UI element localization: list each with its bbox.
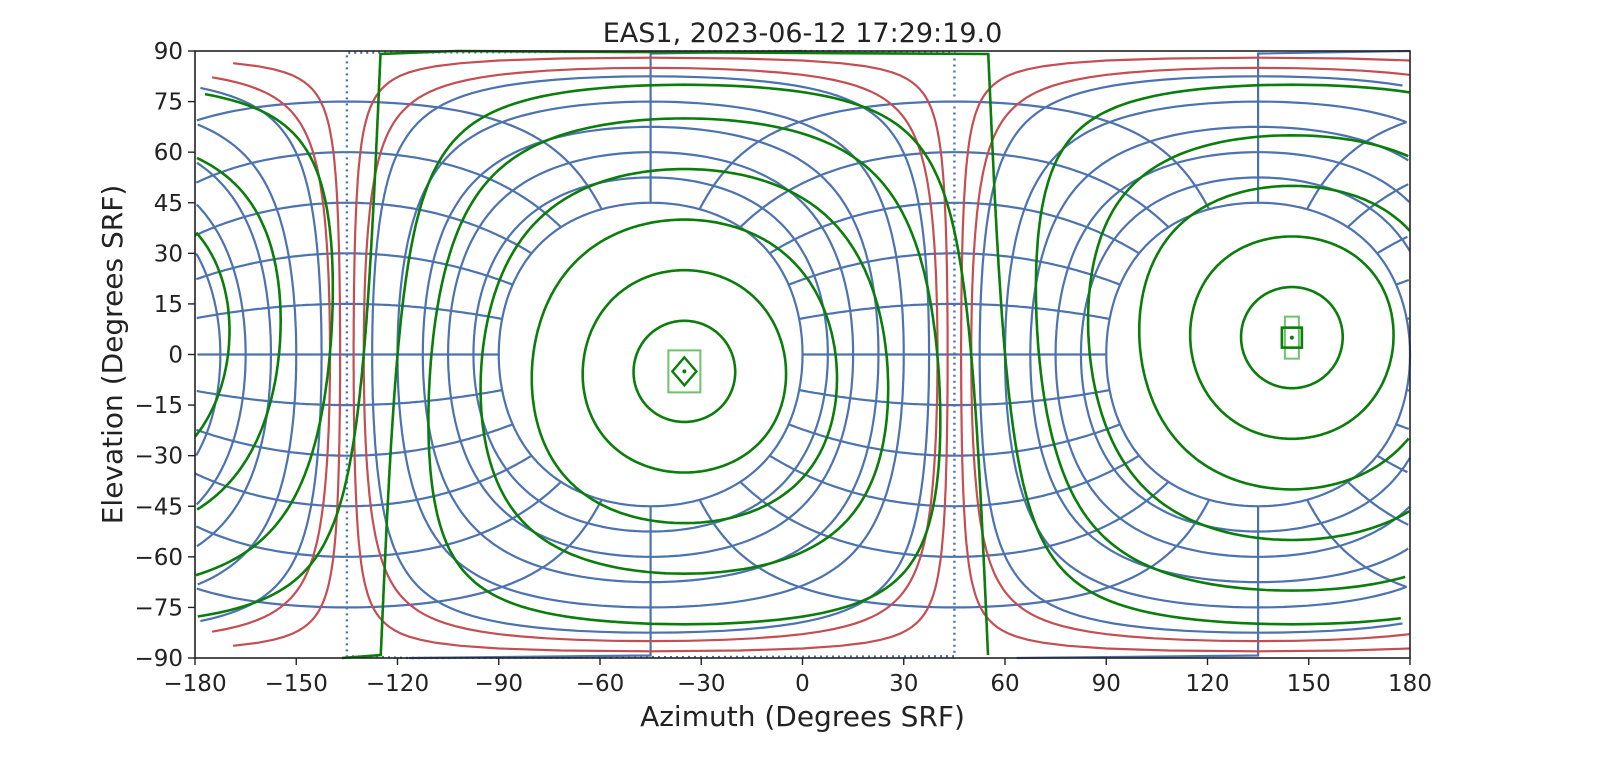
x-tick-label: 90 — [1092, 671, 1121, 697]
y-tick-label: −30 — [134, 444, 183, 470]
y-tick-label: 30 — [154, 241, 183, 267]
chart-curves — [194, 49, 1412, 660]
field-ring — [1239, 285, 1344, 390]
instrument-ring — [472, 176, 829, 533]
x-tick-label: 120 — [1186, 671, 1230, 697]
field-ring — [194, 184, 1411, 491]
diamond-marker-box — [667, 349, 702, 394]
instrument-ring — [497, 201, 804, 508]
y-tick-label: 60 — [154, 140, 183, 166]
instrument-ring — [371, 75, 931, 634]
instrument-ring — [447, 151, 855, 558]
instrument-meridian — [954, 201, 1140, 255]
instrument-meridian — [346, 454, 533, 508]
chart-title: EAS1, 2023-06-12 17:29:19.0 — [603, 18, 1003, 49]
instrument-meridian — [196, 302, 1410, 320]
instrument-boundary-ring — [352, 56, 949, 653]
instrument-ring — [1105, 201, 1412, 508]
instrument-ring — [195, 151, 1411, 558]
x-tick-label: −30 — [677, 671, 726, 697]
field-ring — [479, 167, 890, 576]
field-ring — [1188, 235, 1395, 441]
field-ring — [632, 319, 737, 424]
y-tick-label: −45 — [134, 494, 183, 520]
y-tick-label: 0 — [168, 343, 183, 369]
square-marker-box — [1283, 315, 1300, 360]
square-marker — [1280, 326, 1304, 349]
x-tick-label: 150 — [1287, 671, 1331, 697]
x-tick-label: 30 — [889, 671, 918, 697]
diamond-marker-center — [682, 369, 687, 374]
chart-markers — [667, 315, 1304, 394]
field-ring — [197, 49, 1401, 626]
instrument-meridian — [196, 389, 1410, 407]
x-tick-label: 180 — [1388, 671, 1432, 697]
field-ring — [195, 83, 1410, 592]
x-tick-label: −180 — [163, 671, 226, 697]
field-ring — [341, 83, 990, 660]
instrument-boundary-ring — [232, 56, 1410, 653]
field-ring — [581, 268, 788, 474]
x-tick-label: −150 — [265, 671, 328, 697]
x-tick-label: −60 — [576, 671, 625, 697]
field-ring — [196, 133, 1411, 542]
field-ring — [427, 117, 942, 626]
instrument-meridian — [195, 423, 1410, 457]
x-tick-label: 60 — [990, 671, 1019, 697]
instrument-meridian — [954, 454, 1140, 508]
y-tick-label: 90 — [154, 39, 183, 65]
y-tick-label: −75 — [134, 595, 183, 621]
y-tick-label: 15 — [154, 292, 183, 318]
instrument-meridian — [769, 201, 955, 255]
diamond-marker — [670, 355, 698, 388]
y-axis-label: Elevation (Degrees SRF) — [96, 185, 129, 525]
x-tick-label: −90 — [474, 671, 523, 697]
instrument-meridian — [346, 201, 533, 255]
y-tick-label: 45 — [154, 191, 183, 217]
x-tick-label: 0 — [795, 671, 810, 697]
square-marker-center — [1289, 335, 1294, 340]
field-ring — [530, 218, 839, 525]
instrument-ring — [200, 75, 1403, 634]
x-axis-label: Azimuth (Degrees SRF) — [640, 700, 965, 733]
x-tick-label: −120 — [366, 671, 429, 697]
y-tick-label: −15 — [134, 393, 183, 419]
y-tick-label: −90 — [134, 646, 183, 672]
y-tick-label: 75 — [154, 90, 183, 116]
y-axis-ticks: 90 75 60 45 30 15 0 −15 −30 −45 −60 −75 −90 — [134, 39, 195, 672]
y-tick-label: −60 — [134, 545, 183, 571]
instrument-ring — [421, 125, 880, 584]
x-axis-ticks: −180 −150 −120 −90 −60 −30 0 30 60 90 120 150 180 — [163, 658, 1432, 697]
